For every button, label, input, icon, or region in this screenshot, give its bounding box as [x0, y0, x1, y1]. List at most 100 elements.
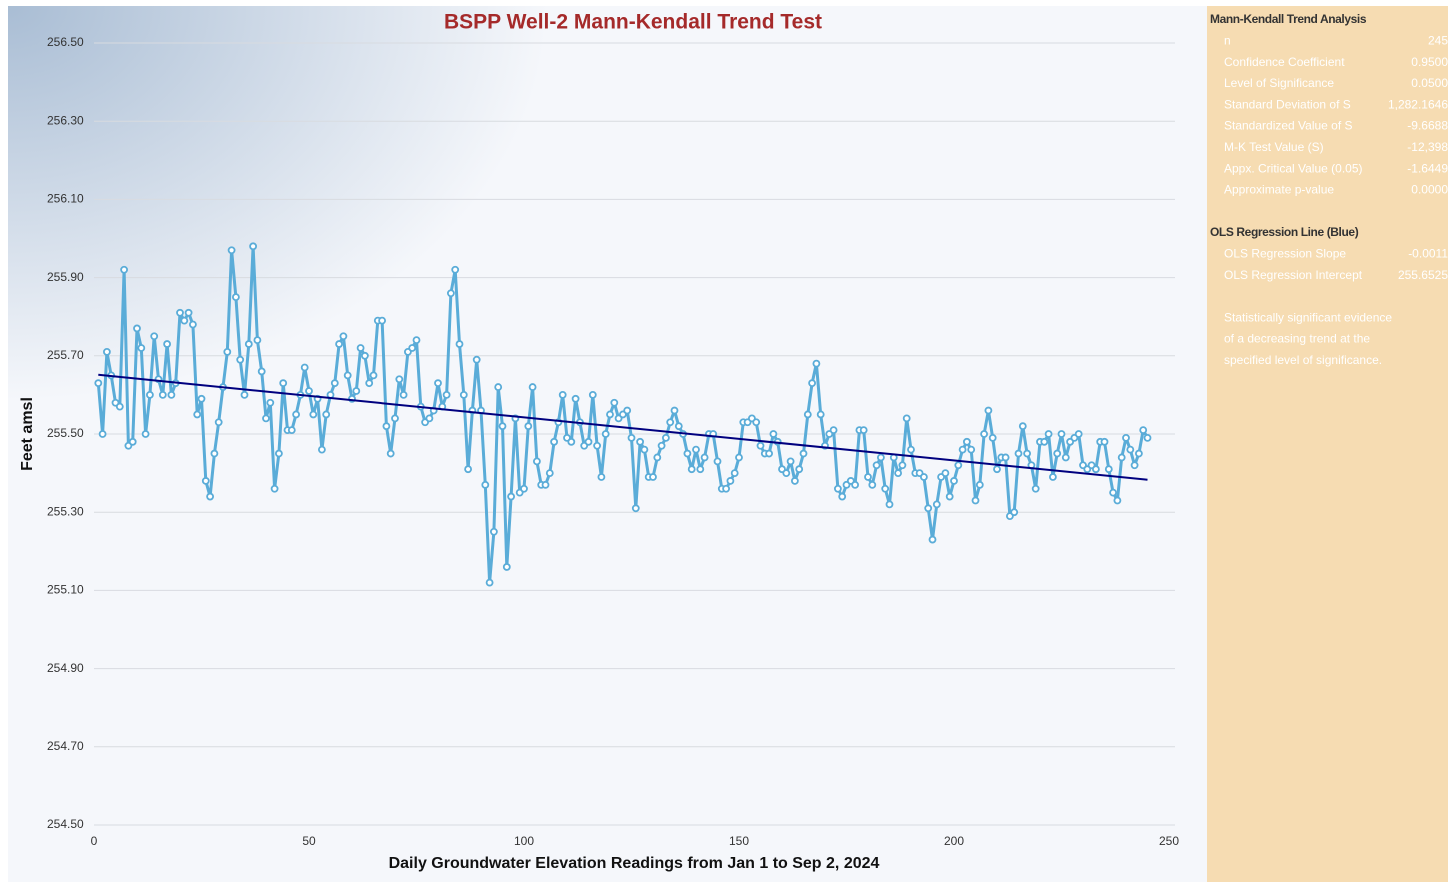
data-point [339, 332, 348, 341]
data-point [924, 504, 933, 513]
y-tick-label: 254.90 [47, 661, 84, 675]
data-point [489, 527, 498, 536]
data-point [898, 461, 907, 470]
data-point [300, 363, 309, 372]
data-point [722, 484, 730, 493]
grid: 254.50 254.70 254.90 255.10 255.30 255.50 255.… [47, 35, 1179, 848]
data-point [446, 289, 455, 298]
data-point [649, 473, 657, 481]
data-point [894, 469, 902, 478]
data-point [210, 449, 219, 458]
data-point [1104, 465, 1113, 474]
data-point [1001, 453, 1010, 462]
marks [94, 242, 1152, 587]
data-point [666, 418, 675, 427]
data-point [859, 426, 868, 434]
data-point [674, 422, 683, 431]
data-point [137, 344, 146, 352]
data-point [524, 422, 533, 431]
note-line: Statistically significant evidence [1224, 310, 1392, 324]
y-tick-label: 255.30 [47, 504, 84, 518]
data-point [984, 406, 993, 415]
data-point [1031, 484, 1040, 493]
data-point [881, 484, 890, 493]
data-point [1074, 430, 1083, 438]
y-tick-label: 255.90 [47, 270, 84, 284]
data-point [640, 445, 649, 454]
data-point [485, 578, 494, 587]
data-point [791, 477, 799, 485]
data-point [1014, 449, 1023, 458]
data-point [1010, 508, 1019, 517]
data-point [412, 336, 421, 345]
stat-value: -9.6688 [1407, 119, 1448, 133]
x-axis-label: Daily Groundwater Elevation Readings fro… [389, 855, 880, 872]
data-point [877, 453, 885, 462]
data-point [369, 371, 378, 380]
data-point [799, 449, 808, 458]
panel-heading: Mann-Kendall Trend Analysis [1210, 12, 1367, 26]
data-point [700, 453, 709, 462]
data-point [687, 465, 696, 474]
data-point [502, 563, 511, 571]
stat-label: Standard Deviation of S [1224, 97, 1351, 111]
data-point [692, 445, 700, 454]
data-point [769, 430, 778, 438]
data-point [253, 336, 262, 345]
y-axis-label: Feet amsl [19, 397, 36, 471]
data-point [593, 441, 601, 450]
data-point [231, 293, 240, 302]
data-point [950, 477, 958, 485]
trend-line [98, 373, 1148, 481]
data-point [464, 465, 473, 474]
data-point [520, 484, 528, 493]
note-line: of a decreasing trend at the [1224, 332, 1370, 346]
data-point [408, 344, 417, 352]
y-tick-label: 255.50 [47, 426, 84, 440]
data-point [360, 351, 369, 360]
data-point [812, 359, 821, 368]
data-point [236, 355, 245, 364]
data-point [322, 410, 331, 419]
stat-label: M-K Test Value (S) [1224, 140, 1324, 154]
data-point [627, 434, 636, 442]
data-point [188, 320, 197, 329]
data-point [365, 379, 374, 388]
data-point [434, 379, 442, 388]
plot-background [8, 6, 1207, 882]
data-point [274, 449, 283, 458]
data-point [481, 480, 490, 489]
data-point [803, 410, 812, 419]
data-point [459, 390, 468, 399]
stat-label: Approximate p-value [1224, 183, 1334, 197]
data-point [872, 461, 881, 470]
data-point [851, 480, 859, 489]
y-tick-label: 255.10 [47, 583, 84, 597]
panel: Mann-Kendall Trend Analysis n 245 Confidenc… [1210, 12, 1448, 367]
data-point [954, 461, 963, 470]
data-point [507, 492, 516, 501]
data-point [670, 406, 679, 415]
data-point [963, 437, 971, 446]
data-point [786, 457, 795, 466]
data-point [958, 445, 967, 454]
data-point [395, 375, 404, 384]
stat-value: 0.9500 [1411, 55, 1448, 69]
data-point [1113, 496, 1122, 505]
data-point [864, 473, 872, 481]
data-point [941, 469, 950, 478]
data-point [167, 390, 176, 399]
data-point [494, 383, 503, 391]
stat-label: Appx. Critical Value (0.05) [1224, 161, 1363, 175]
data-point [1057, 430, 1066, 438]
stat-value: -0.0011 [1408, 246, 1448, 260]
data-point [498, 422, 507, 431]
data-point [610, 398, 619, 407]
data-point [683, 449, 692, 458]
stats-panel [1207, 6, 1448, 882]
data-point [270, 484, 279, 493]
data-point [696, 465, 705, 474]
data-point [335, 340, 344, 348]
y-tick-label: 255.70 [47, 348, 84, 362]
data-point [528, 383, 537, 391]
